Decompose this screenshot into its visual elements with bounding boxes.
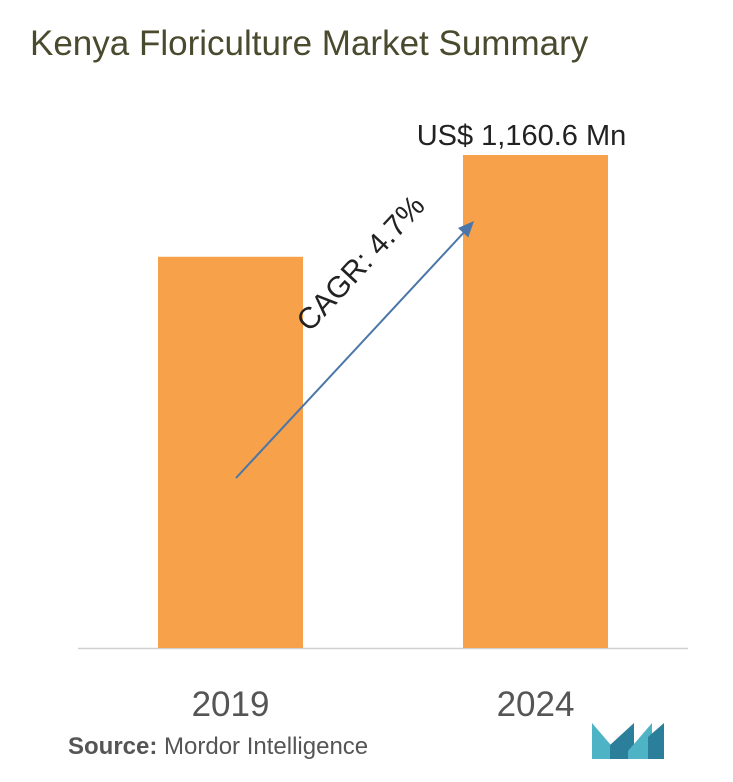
bar-2019	[158, 256, 303, 648]
cagr-arrow-head	[457, 221, 474, 238]
cagr-annotation: CAGR: 4.7%	[291, 189, 432, 337]
x-tick-label: 2019	[192, 685, 270, 724]
value-label: US$ 1,160.6 Mn	[417, 120, 627, 152]
source-label: Source:	[68, 733, 158, 760]
source-note: Source: Mordor Intelligence	[68, 733, 368, 761]
cagr-arrow-line	[235, 227, 469, 479]
mordor-logo-icon	[592, 723, 664, 759]
bars-group	[158, 155, 608, 648]
chart-title: Kenya Floriculture Market Summary	[30, 24, 589, 63]
x-tick-label: 2024	[497, 685, 575, 724]
source-text: Mordor Intelligence	[164, 733, 369, 760]
bar-2024	[463, 155, 608, 648]
